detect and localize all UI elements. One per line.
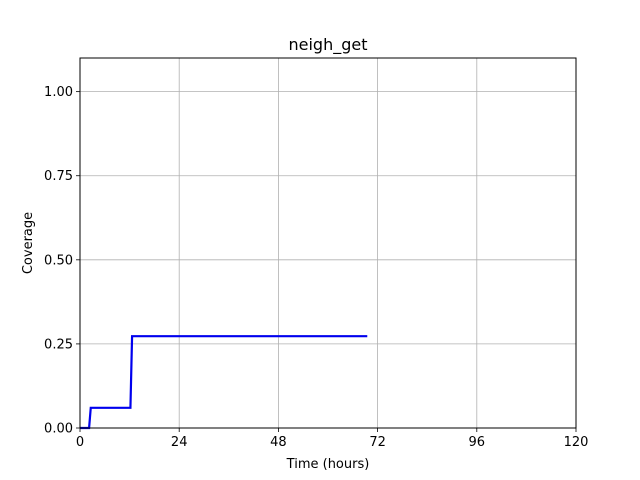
y-tick-label: 0.75 xyxy=(44,169,73,184)
x-tick-label: 120 xyxy=(564,435,589,450)
x-tick-label: 72 xyxy=(369,435,386,450)
y-tick-label: 0.00 xyxy=(44,422,73,437)
x-tick-label: 96 xyxy=(469,435,486,450)
x-axis-label: Time (hours) xyxy=(286,457,370,472)
y-axis-label: Coverage xyxy=(21,212,36,274)
series-layer xyxy=(80,335,368,430)
y-tick-label: 0.25 xyxy=(44,337,73,352)
y-tick-label: 0.50 xyxy=(44,253,73,268)
y-tick-label: 1.00 xyxy=(44,85,73,100)
grid-layer xyxy=(79,58,577,429)
tick-layer: 0 24 48 72 96 120 0.00 0.25 0.50 0.75 1.00 xyxy=(44,85,588,450)
coverage-series-line xyxy=(80,335,368,430)
x-tick-label: 0 xyxy=(76,435,84,450)
x-tick-label: 48 xyxy=(270,435,287,450)
x-tick-label: 24 xyxy=(171,435,188,450)
plot-frame xyxy=(79,57,577,429)
chart-title: neigh_get xyxy=(289,35,368,55)
